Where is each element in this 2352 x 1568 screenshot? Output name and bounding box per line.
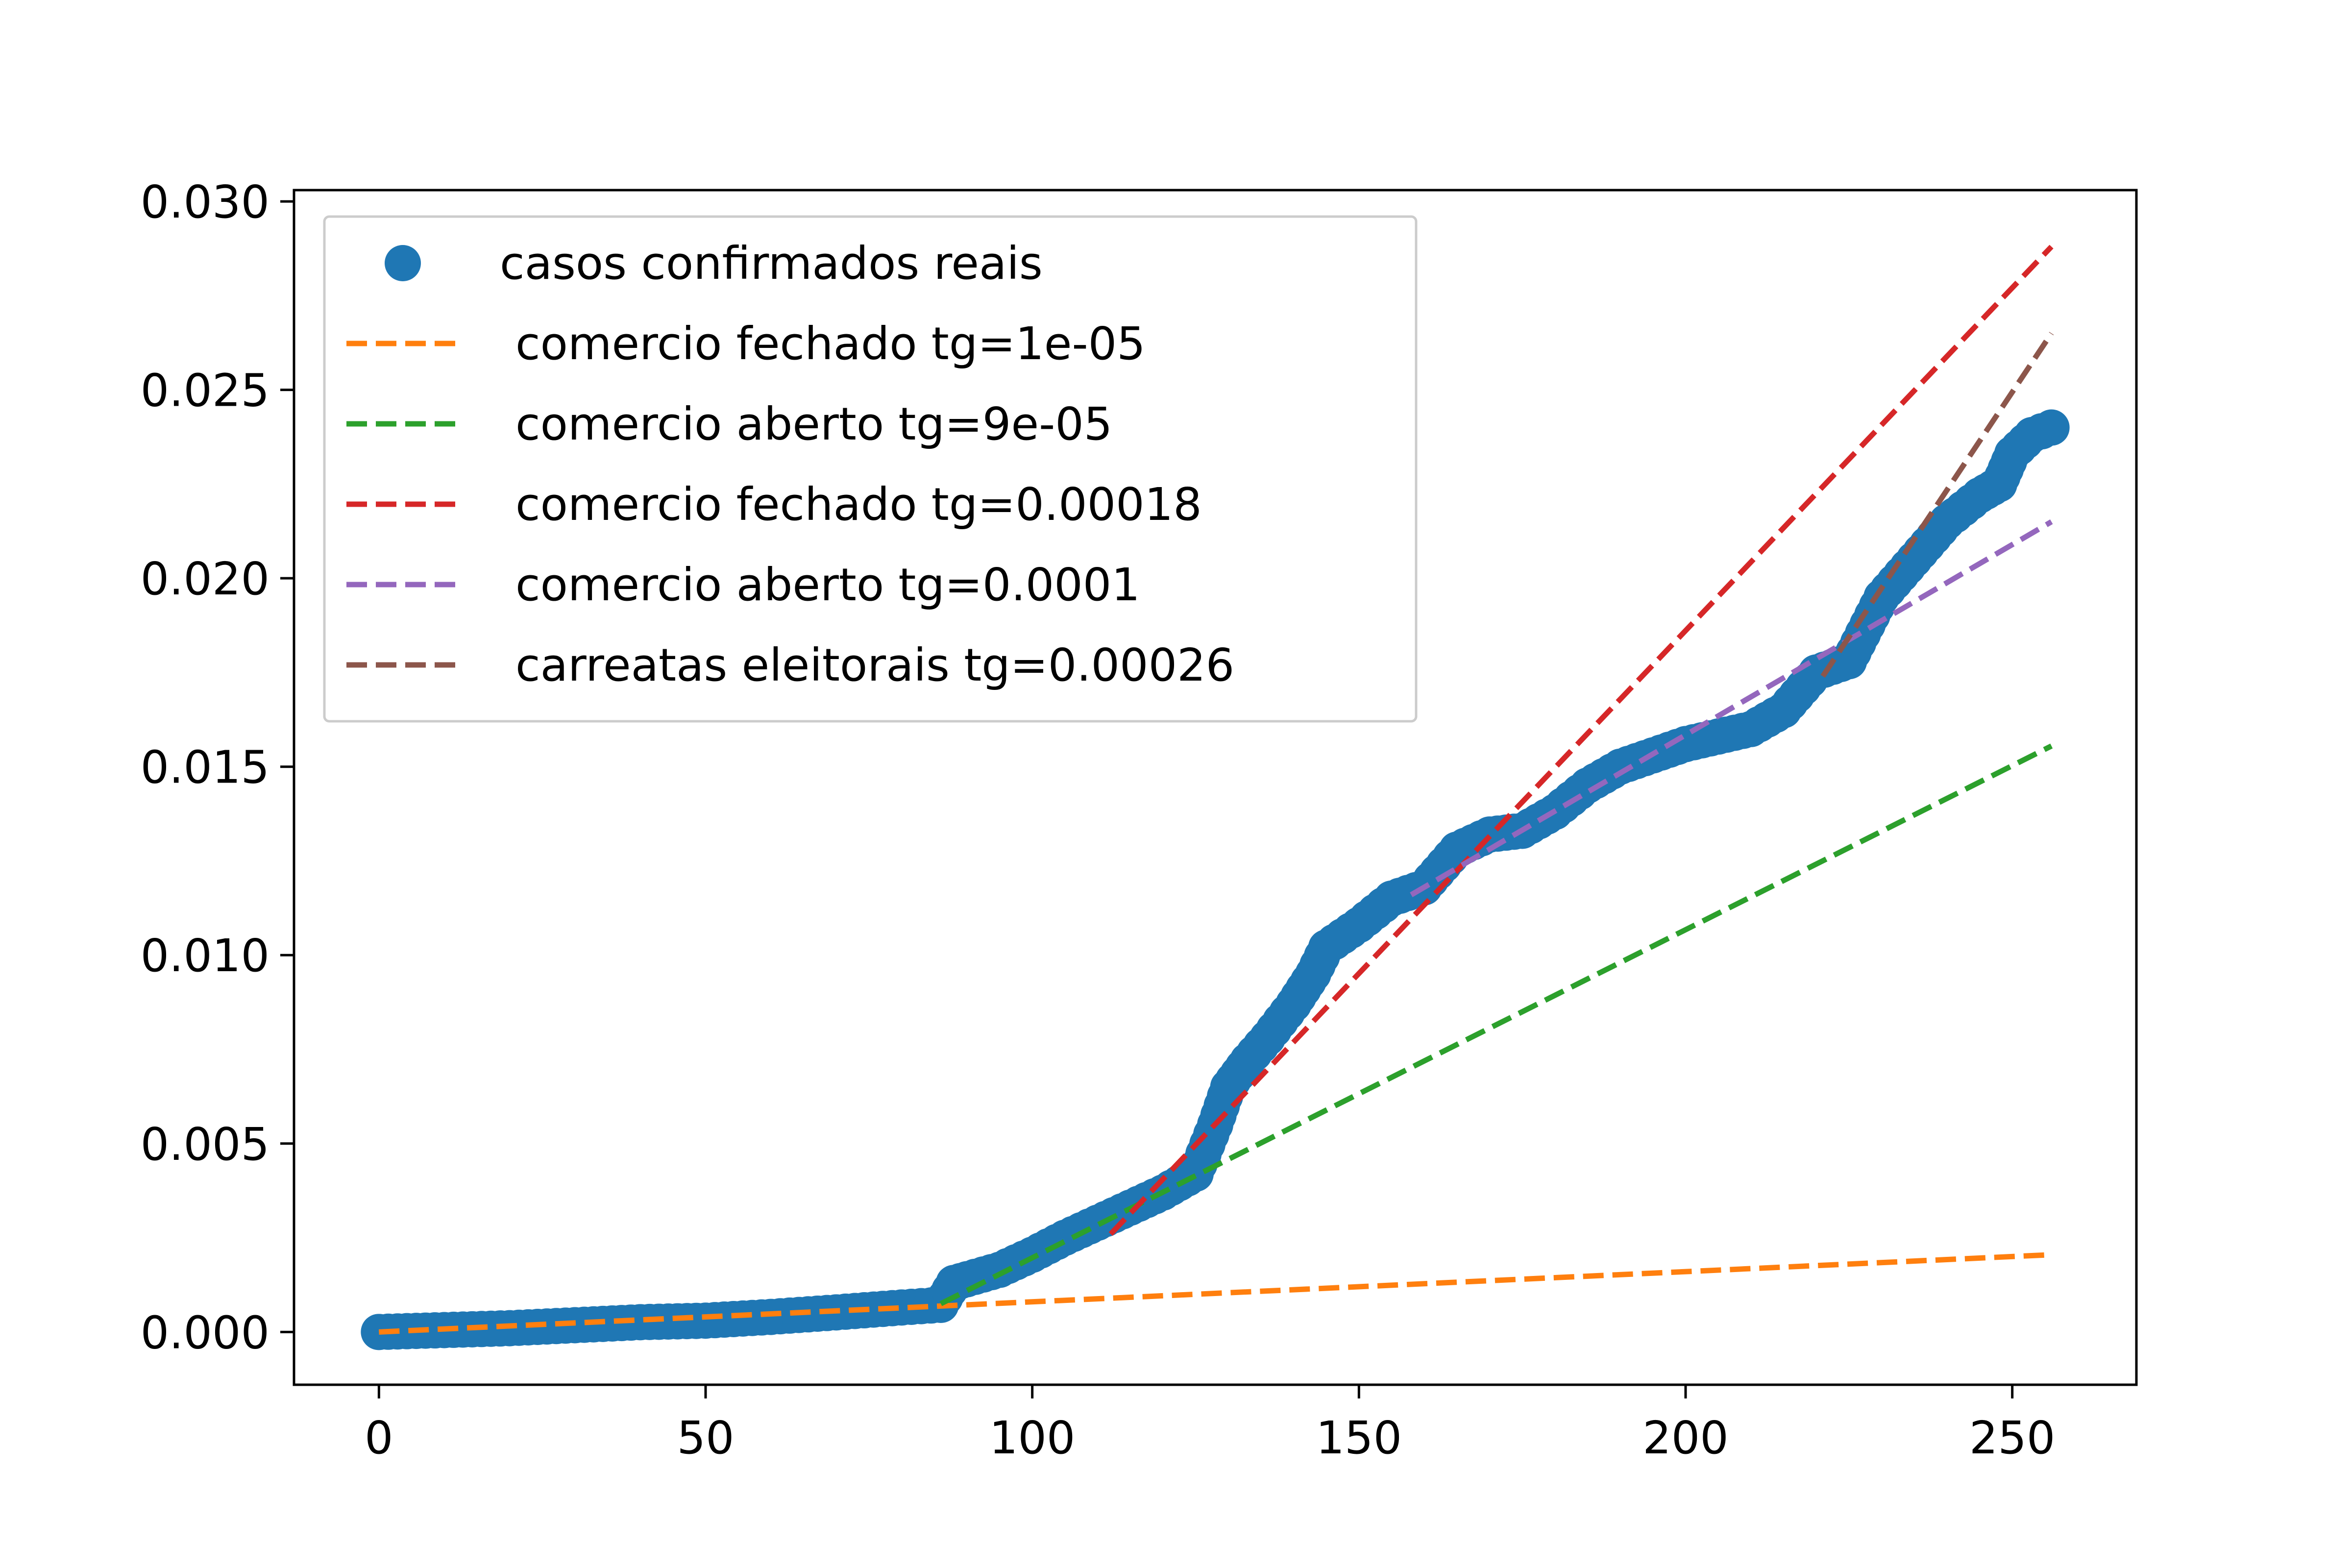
legend-item: comercio aberto tg=0.0001 bbox=[346, 559, 1140, 611]
fit-line-1 bbox=[379, 1252, 2052, 1335]
y-tick-label: 0.015 bbox=[141, 741, 270, 794]
fit-line-3 bbox=[1108, 245, 2054, 1236]
legend-item: casos confirmados reais bbox=[385, 237, 1043, 290]
series-layer bbox=[361, 245, 2070, 1350]
x-tick-label: 100 bbox=[989, 1412, 1076, 1464]
x-tick-label: 0 bbox=[365, 1412, 393, 1464]
y-tick-label: 0.010 bbox=[141, 930, 270, 982]
data-point bbox=[2033, 409, 2070, 446]
fit-line-5 bbox=[1820, 332, 2054, 678]
y-tick-label: 0.025 bbox=[141, 365, 270, 417]
y-tick-label: 0.030 bbox=[141, 176, 270, 228]
y-tick-label: 0.005 bbox=[141, 1118, 270, 1171]
x-tick-label: 250 bbox=[1969, 1412, 2056, 1464]
fit-line-2 bbox=[939, 743, 2053, 1306]
legend-label: carreatas eleitorais tg=0.00026 bbox=[515, 639, 1234, 691]
legend-item: carreatas eleitorais tg=0.00026 bbox=[346, 639, 1234, 691]
y-tick-label: 0.020 bbox=[141, 553, 270, 605]
legend-item: comercio fechado tg=0.00018 bbox=[346, 478, 1202, 531]
legend: casos confirmados reais comercio fechado … bbox=[323, 215, 1418, 723]
legend-box bbox=[323, 215, 1418, 723]
legend-item: comercio fechado tg=1e-05 bbox=[346, 318, 1146, 370]
legend-label: comercio aberto tg=9e-05 bbox=[515, 398, 1112, 450]
y-tick-label: 0.000 bbox=[141, 1306, 270, 1359]
legend-label: comercio fechado tg=0.00018 bbox=[515, 478, 1202, 531]
plot-area bbox=[361, 245, 2070, 1350]
legend-item: comercio aberto tg=9e-05 bbox=[346, 398, 1112, 450]
x-axis: 0 50 100 150 200 250 bbox=[365, 1385, 2055, 1464]
legend-marker bbox=[385, 245, 421, 281]
x-tick-label: 200 bbox=[1642, 1412, 1729, 1464]
x-tick-label: 150 bbox=[1316, 1412, 1402, 1464]
x-tick-label: 50 bbox=[677, 1412, 734, 1464]
y-axis: 0.000 0.005 0.010 0.015 0.020 0.025 0.030 bbox=[141, 176, 294, 1359]
fit-line-4 bbox=[1410, 519, 2053, 897]
legend-label: comercio fechado tg=1e-05 bbox=[515, 318, 1146, 370]
axes-frame bbox=[293, 189, 2138, 1386]
series-observed-cases bbox=[361, 409, 2070, 1350]
legend-label: casos confirmados reais bbox=[500, 237, 1043, 290]
legend-label: comercio aberto tg=0.0001 bbox=[515, 559, 1140, 611]
